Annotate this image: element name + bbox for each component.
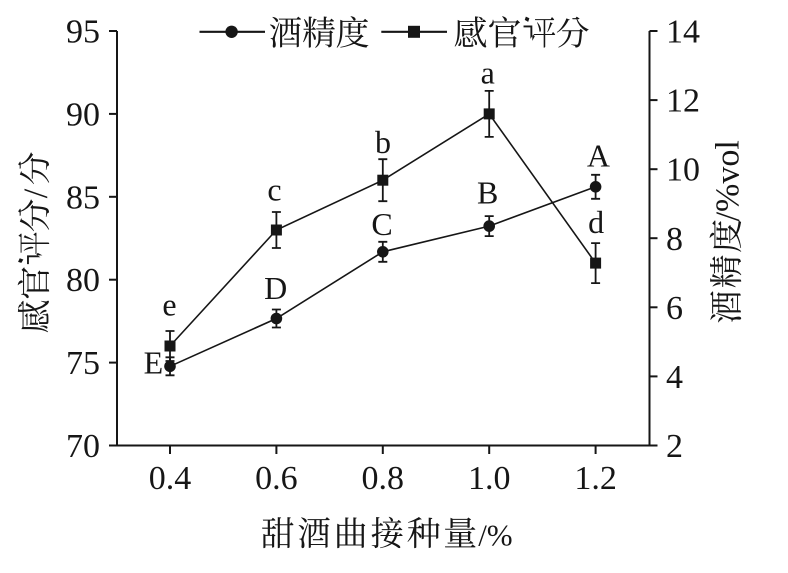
svg-text:10: 10 [666, 152, 700, 189]
svg-text:0.8: 0.8 [362, 460, 405, 497]
svg-text:70: 70 [66, 428, 100, 465]
svg-text:0.4: 0.4 [149, 460, 192, 497]
svg-text:d: d [588, 204, 604, 240]
svg-text:D: D [264, 270, 287, 306]
svg-text:/: / [18, 188, 55, 198]
svg-text:6: 6 [666, 290, 683, 327]
svg-text:a: a [481, 54, 495, 90]
svg-text:E: E [144, 344, 164, 380]
svg-text:14: 14 [666, 14, 700, 51]
svg-text:0.6: 0.6 [255, 460, 298, 497]
svg-text:80: 80 [66, 262, 100, 299]
svg-text:75: 75 [66, 345, 100, 382]
svg-text:B: B [477, 175, 498, 211]
svg-text:/%vol: /%vol [710, 140, 747, 221]
svg-text:95: 95 [66, 14, 100, 51]
svg-text:8: 8 [666, 221, 683, 258]
svg-text:A: A [587, 138, 610, 174]
svg-text:2: 2 [666, 428, 683, 465]
svg-text:C: C [371, 206, 392, 242]
svg-text:b: b [375, 124, 391, 160]
svg-text:85: 85 [66, 179, 100, 216]
svg-text:90: 90 [66, 96, 100, 133]
svg-text:/%: /% [478, 518, 512, 553]
svg-text:e: e [162, 287, 176, 323]
svg-text:4: 4 [666, 359, 683, 396]
svg-text:1.0: 1.0 [468, 460, 511, 497]
svg-text:1.2: 1.2 [574, 460, 617, 497]
svg-text:c: c [267, 171, 281, 207]
svg-text:12: 12 [666, 83, 700, 120]
